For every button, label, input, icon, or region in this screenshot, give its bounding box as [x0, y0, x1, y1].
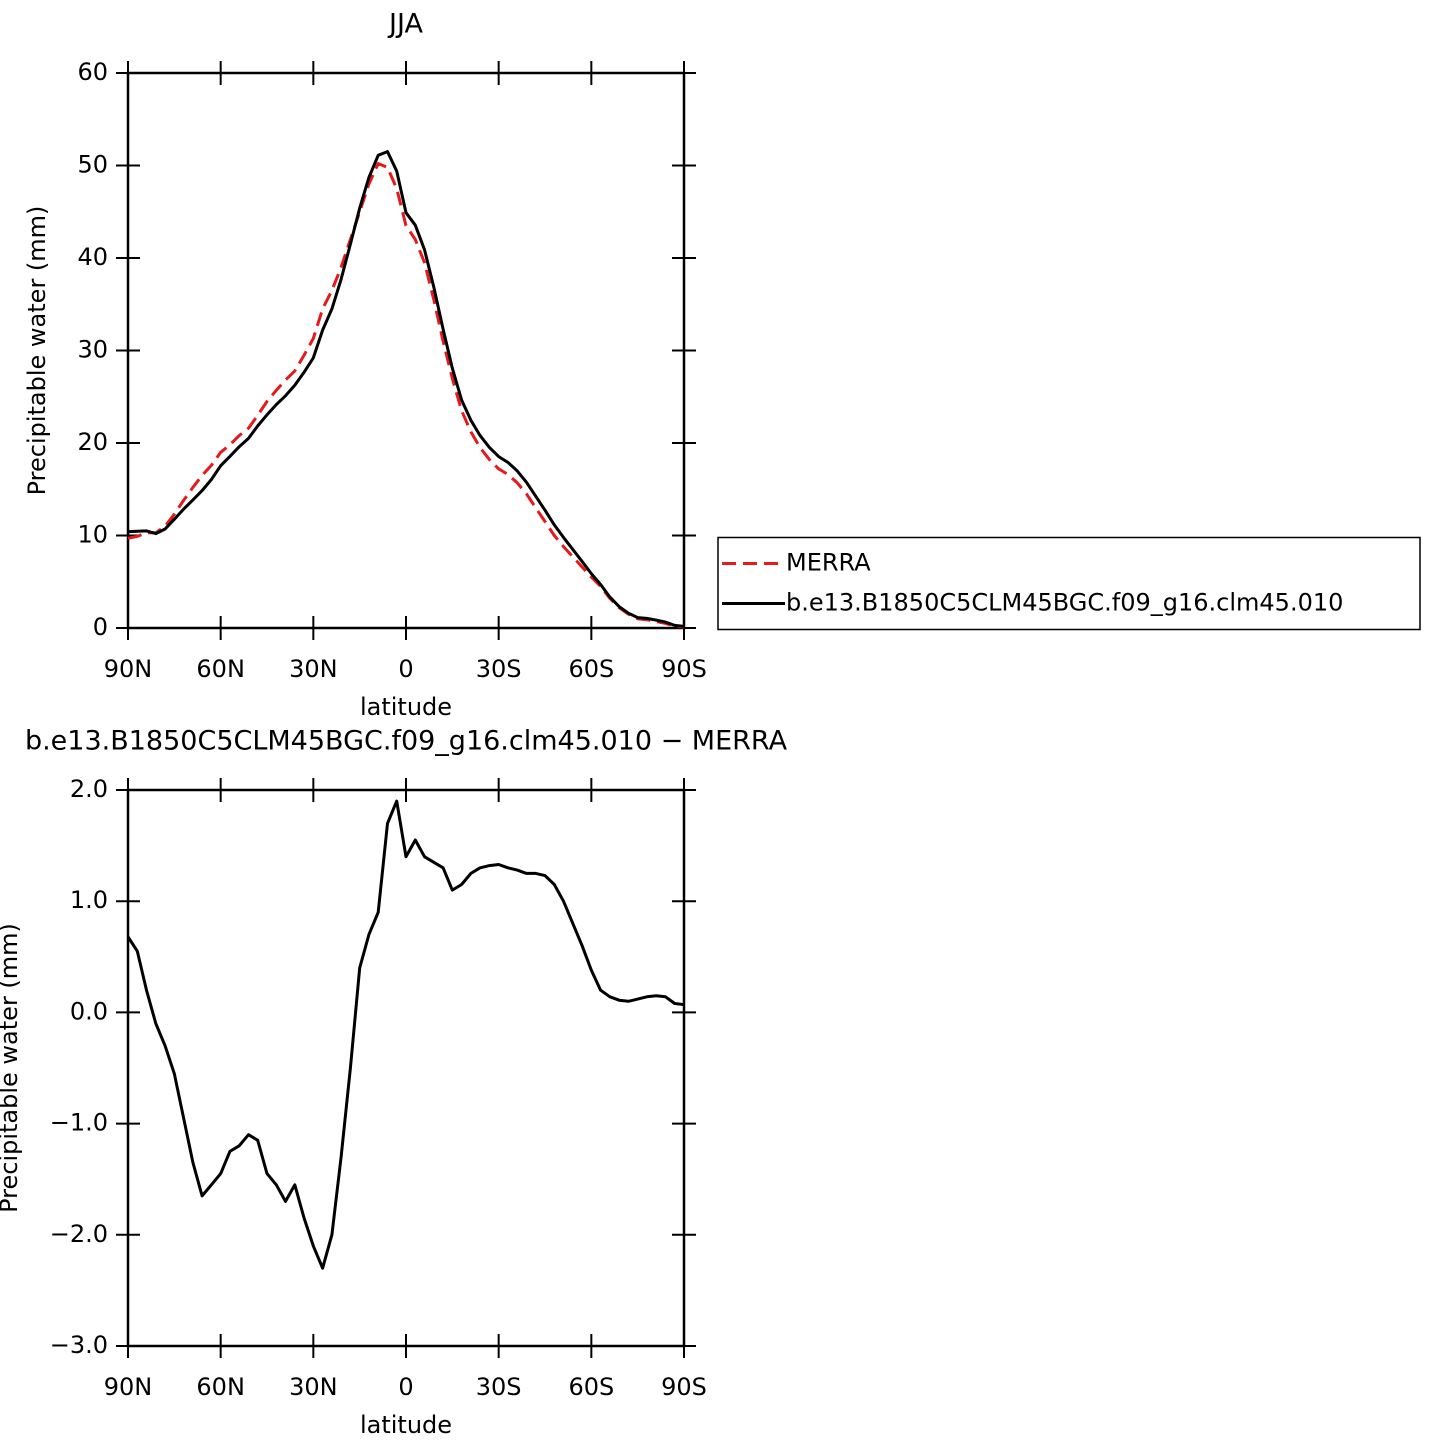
x-tick-label: 0 [398, 1373, 413, 1401]
y-tick-label: −3.0 [50, 1331, 108, 1359]
x-tick-label: 60N [196, 1373, 245, 1401]
x-tick-label: 30N [289, 1373, 338, 1401]
y-tick-label: 10 [77, 521, 108, 549]
x-tick-label: 90S [661, 655, 707, 683]
x-tick-label: 30S [476, 655, 522, 683]
chart-title: JJA [387, 9, 423, 40]
data-line [126, 799, 685, 1270]
x-tick-label: 60S [568, 655, 614, 683]
y-tick-label: 0.0 [70, 997, 108, 1025]
data-line [127, 162, 685, 629]
x-tick-label: 90N [104, 655, 153, 683]
legend-label: b.e13.B1850C5CLM45BGC.f09_g16.clm45.010 [786, 589, 1343, 617]
x-tick-label: 30N [289, 655, 338, 683]
plot-frame [126, 788, 686, 1348]
y-axis-label: Precipitable water (mm) [23, 206, 51, 496]
x-axis-label: latitude [360, 693, 452, 721]
y-tick-label: 20 [77, 428, 108, 456]
x-tick-label: 30S [476, 1373, 522, 1401]
legend-box [717, 536, 1421, 631]
y-tick-label: 0 [93, 613, 108, 641]
x-tick-label: 90N [104, 1373, 153, 1401]
data-line [127, 150, 685, 628]
plot-frame [126, 71, 686, 630]
y-tick-label: −1.0 [50, 1109, 108, 1137]
y-tick-label: 1.0 [70, 886, 108, 914]
y-tick-label: 60 [77, 58, 108, 86]
x-tick-label: 90S [661, 1373, 707, 1401]
y-tick-label: 2.0 [70, 775, 108, 803]
x-tick-label: 0 [398, 655, 413, 683]
x-tick-label: 60N [196, 655, 245, 683]
y-tick-label: 40 [77, 243, 108, 271]
x-axis-label: latitude [360, 1411, 452, 1439]
y-tick-label: 30 [77, 336, 108, 364]
legend-label: MERRA [786, 549, 871, 577]
chart-title: b.e13.B1850C5CLM45BGC.f09_g16.clm45.010 … [25, 726, 788, 757]
y-axis-label: Precipitable water (mm) [0, 923, 23, 1213]
y-tick-label: −2.0 [50, 1220, 108, 1248]
x-tick-label: 60S [568, 1373, 614, 1401]
y-tick-label: 50 [77, 151, 108, 179]
